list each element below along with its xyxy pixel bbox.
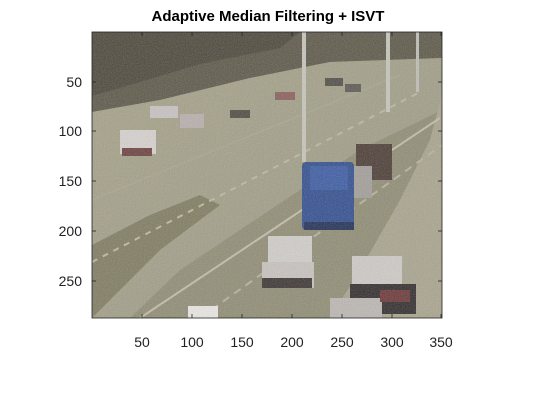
axes-frame <box>91 31 443 319</box>
x-tick-label: 250 <box>330 334 354 350</box>
y-tick-marks <box>92 81 442 282</box>
figure-title: Adaptive Median Filtering + ISVT <box>151 8 385 25</box>
x-tick-label: 150 <box>230 334 254 350</box>
x-tick-label: 200 <box>280 334 304 350</box>
y-tick-label: 150 <box>59 173 83 189</box>
x-tick-marks <box>141 32 442 318</box>
x-tick-label: 350 <box>429 334 453 350</box>
y-tick-label: 50 <box>66 74 82 90</box>
x-tick-label: 100 <box>180 334 204 350</box>
x-tick-label: 50 <box>134 334 150 350</box>
x-tick-label: 300 <box>380 334 404 350</box>
y-tick-label: 100 <box>59 123 83 139</box>
highway-photo <box>92 32 442 318</box>
y-tick-label: 200 <box>59 223 83 239</box>
y-tick-label: 250 <box>59 273 83 289</box>
